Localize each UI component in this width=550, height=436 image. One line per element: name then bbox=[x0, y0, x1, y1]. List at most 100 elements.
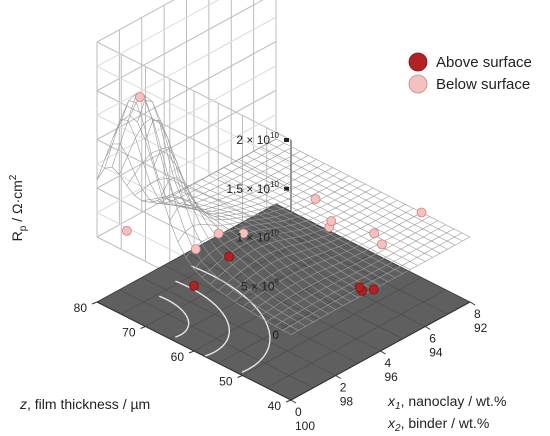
floor-gridline bbox=[193, 252, 374, 352]
data-point-above-surface bbox=[189, 281, 199, 291]
film-axis-tick-mark bbox=[285, 399, 292, 403]
floor-gridline bbox=[242, 277, 422, 376]
film-axis-tick-label: 40 bbox=[268, 399, 282, 413]
data-point-below-surface bbox=[213, 228, 224, 239]
surface-mesh-line bbox=[193, 182, 389, 282]
z-axis-tick-label: 1 × 1010 bbox=[236, 229, 279, 245]
film-axis-tick-mark bbox=[188, 350, 195, 354]
data-point-below-surface bbox=[310, 194, 321, 204]
surface-mesh-line bbox=[145, 119, 325, 213]
data-point-below-surface bbox=[416, 207, 427, 218]
z-axis-tick-mark bbox=[284, 186, 289, 191]
left-wall-minor-gridline bbox=[96, 65, 292, 165]
back-wall-horizontal-gridline bbox=[96, 0, 264, 92]
nanoclay-tick-label: 0 bbox=[295, 405, 302, 419]
left-wall-horizontal-gridline bbox=[96, 90, 292, 190]
z-axis-title-sub: p bbox=[18, 225, 29, 231]
z-tick-exponent: 10 bbox=[270, 180, 279, 189]
nanoclay-title-rest: , nanoclay / wt.% bbox=[401, 393, 507, 409]
surface-mesh-line bbox=[223, 167, 418, 266]
back-wall-minor-gridline bbox=[96, 0, 220, 67]
surface-mesh-line bbox=[201, 178, 396, 278]
film-axis-tick-mark bbox=[237, 375, 243, 378]
composition-axis-tick-mark bbox=[469, 301, 476, 306]
film-axis-tick-label: 60 bbox=[171, 350, 185, 364]
surface-mesh-line bbox=[208, 175, 404, 274]
composition-axis-tick-mark bbox=[335, 375, 342, 379]
z-tick-exponent: 10 bbox=[270, 131, 279, 140]
binder-title-rest: , binder / wt.% bbox=[401, 415, 490, 431]
binder-tick-label: 96 bbox=[385, 370, 399, 384]
binder-title-sub: 2 bbox=[394, 423, 401, 434]
z-axis-tick-label: 5 × 109 bbox=[241, 277, 280, 293]
data-point-below-surface bbox=[377, 239, 387, 250]
surface-mesh-line bbox=[126, 149, 321, 319]
film-axis-tick-label: 70 bbox=[122, 326, 136, 340]
z-axis-title-var: R bbox=[9, 231, 25, 241]
surface-mesh-line bbox=[186, 186, 381, 286]
z-tick-exponent: 10 bbox=[270, 229, 279, 238]
film-axis-title-rest: , film thickness / µm bbox=[27, 396, 150, 412]
legend: Above surface Below surface bbox=[408, 52, 532, 94]
film-axis-tick-labels: 40 50 60 70 80 bbox=[74, 301, 292, 413]
data-points bbox=[121, 92, 427, 296]
film-axis-title: z, film thickness / µm bbox=[19, 396, 150, 412]
nanoclay-tick-label: 2 bbox=[340, 381, 347, 395]
surface-mesh-line bbox=[268, 142, 463, 242]
response-surface-mesh bbox=[96, 92, 471, 335]
floor-plane bbox=[95, 203, 472, 401]
film-axis-tick-label: 50 bbox=[219, 375, 233, 389]
film-axis-tick-mark bbox=[91, 301, 98, 305]
z-axis-title: Rp / Ω·cm2 bbox=[8, 174, 29, 241]
data-point-below-surface bbox=[121, 225, 132, 236]
data-point-above-surface bbox=[224, 251, 234, 262]
z-tick-mantissa: 0 bbox=[272, 328, 279, 342]
surface-mesh-line bbox=[171, 194, 366, 294]
back-wall-horizontal-gridline bbox=[96, 89, 277, 189]
floor-gridline bbox=[169, 240, 349, 340]
binder-title-var: x bbox=[387, 415, 396, 431]
surface-mesh-line bbox=[164, 197, 359, 298]
back-wall-minor-gridline bbox=[96, 16, 277, 116]
composition-axis-tick-mark bbox=[290, 399, 297, 404]
surface-mesh-line bbox=[178, 190, 374, 290]
back-wall-minor-gridline bbox=[96, 65, 277, 165]
composition-axis-title-line2: x2, binder / wt.% bbox=[387, 415, 489, 434]
floor-gridline bbox=[266, 289, 446, 389]
surface-mesh-line bbox=[119, 117, 314, 323]
nanoclay-tick-label: 8 bbox=[474, 307, 481, 321]
z-axis-title-sup: 2 bbox=[8, 174, 19, 180]
z-tick-mantissa: 1 × 10 bbox=[236, 231, 270, 245]
nanoclay-title-var: x bbox=[387, 393, 396, 409]
z-tick-mantissa: 5 × 10 bbox=[241, 279, 275, 293]
floor-gridline bbox=[121, 215, 301, 315]
back-wall-minor-gridline bbox=[96, 114, 277, 214]
left-wall-minor-gridline bbox=[96, 114, 292, 214]
data-point-above-surface bbox=[354, 282, 365, 293]
surface-mesh-line bbox=[134, 178, 329, 315]
film-axis-tick-label: 80 bbox=[74, 301, 88, 315]
surface-mesh-line bbox=[231, 163, 426, 262]
binder-tick-label: 94 bbox=[429, 346, 443, 360]
data-point-below-surface bbox=[326, 216, 337, 226]
film-axis-title-var: z bbox=[19, 396, 27, 412]
legend-label-above: Above surface bbox=[436, 54, 532, 71]
surface-mesh-line bbox=[253, 150, 448, 250]
surface-mesh-line bbox=[141, 196, 336, 310]
data-point-above-surface bbox=[368, 284, 379, 295]
surface-mesh-line bbox=[216, 171, 411, 270]
surface-mesh-line bbox=[238, 159, 433, 258]
binder-tick-label: 100 bbox=[295, 419, 315, 433]
data-point-below-surface bbox=[238, 228, 249, 239]
z-axis-tick-label: 1.5 × 1010 bbox=[226, 180, 279, 196]
floor-contour-line bbox=[175, 280, 231, 357]
z-axis-tick-mark bbox=[284, 138, 289, 142]
surface-mesh-line bbox=[156, 200, 351, 302]
binder-tick-label: 98 bbox=[340, 395, 354, 409]
binder-tick-label: 92 bbox=[474, 321, 488, 335]
legend-label-below: Below surface bbox=[436, 76, 530, 93]
